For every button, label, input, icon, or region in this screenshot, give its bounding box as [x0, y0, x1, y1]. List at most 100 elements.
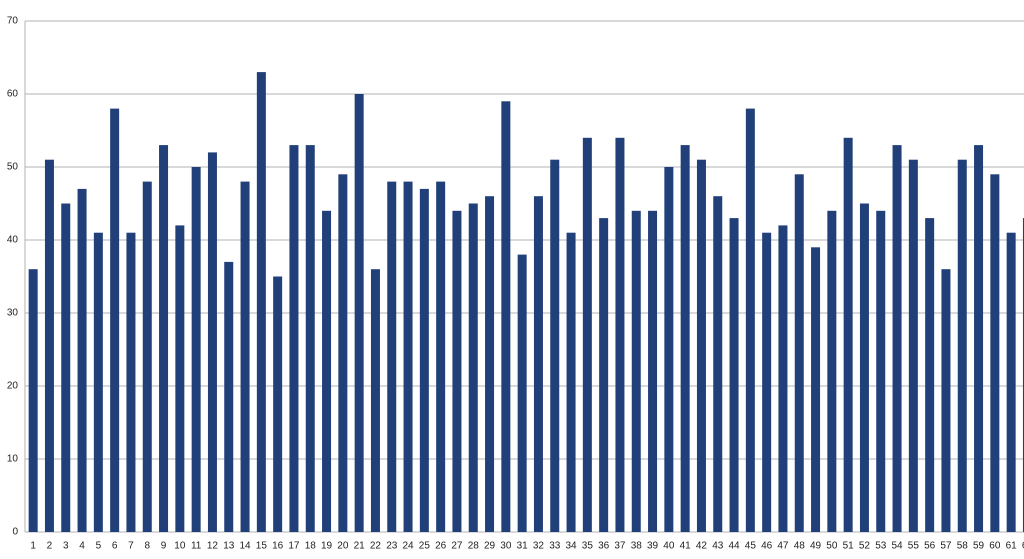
y-tick-label: 0: [12, 527, 18, 538]
bar: [615, 137, 625, 533]
x-tick-label: 61: [1006, 541, 1018, 552]
x-tick-label: 25: [419, 541, 431, 552]
bar: [419, 188, 429, 532]
bar: [582, 137, 592, 533]
bar: [305, 145, 315, 532]
bar: [436, 181, 446, 532]
bar: [28, 269, 38, 532]
bar: [892, 145, 902, 532]
x-tick-label: 57: [940, 541, 952, 552]
bar: [925, 218, 935, 532]
bar: [191, 167, 201, 532]
bar: [941, 269, 951, 532]
bar: [745, 108, 755, 532]
x-tick-label: 23: [386, 541, 398, 552]
bar: [44, 159, 54, 532]
bar: [794, 174, 804, 533]
x-tick-label: 33: [549, 541, 561, 552]
bar: [517, 254, 527, 532]
x-tick-label: 46: [761, 541, 773, 552]
x-tick-label: 22: [370, 541, 382, 552]
bar: [533, 196, 543, 532]
x-tick-label: 32: [533, 541, 545, 552]
bar: [224, 261, 234, 532]
x-tick-label: 35: [582, 541, 594, 552]
x-tick-label: 3: [63, 541, 69, 552]
bar: [354, 94, 364, 532]
x-tick-label: 34: [565, 541, 577, 552]
bar: [648, 210, 658, 533]
bar: [289, 145, 299, 532]
bar: [1006, 232, 1016, 532]
bar: [322, 210, 332, 533]
bar: [77, 188, 87, 532]
bar: [175, 225, 185, 532]
x-tick-label: 11: [191, 541, 202, 552]
y-tick-label: 40: [7, 235, 19, 246]
x-tick-label: 12: [207, 541, 219, 552]
bar: [811, 247, 821, 533]
bar: [990, 174, 1000, 533]
x-tick-label: 29: [484, 541, 496, 552]
x-tick-label: 45: [745, 541, 757, 552]
x-tick-label: 2: [47, 541, 53, 552]
bar: [207, 152, 217, 532]
bar: [859, 203, 869, 532]
bar: [338, 174, 348, 533]
x-tick-label: 59: [973, 541, 985, 552]
x-tick-label: 47: [777, 541, 789, 552]
x-tick-label: 9: [161, 541, 167, 552]
x-tick-label: 26: [435, 541, 447, 552]
x-tick-label: 43: [712, 541, 724, 552]
bar: [93, 232, 103, 532]
bar: [485, 196, 495, 532]
bar: [974, 145, 984, 532]
bar: [387, 181, 397, 532]
y-tick-label: 50: [7, 162, 19, 173]
bar: [159, 145, 169, 532]
bar: [273, 276, 283, 532]
bar: [468, 203, 478, 532]
x-tick-label: 39: [647, 541, 659, 552]
x-tick-label: 31: [517, 541, 529, 552]
bar: [957, 159, 967, 532]
bar: [599, 218, 609, 532]
bar: [664, 167, 674, 532]
bar: [370, 269, 380, 532]
y-tick-label: 70: [7, 16, 19, 27]
bar: [1022, 218, 1024, 532]
x-tick-label: 6: [112, 541, 118, 552]
x-tick-label: 5: [96, 541, 102, 552]
x-tick-label: 53: [875, 541, 887, 552]
y-tick-label: 30: [7, 308, 19, 319]
y-tick-label: 20: [7, 381, 19, 392]
x-tick-label: 55: [908, 541, 920, 552]
x-tick-label: 13: [223, 541, 235, 552]
bar: [631, 210, 641, 533]
x-tick-label: 20: [337, 541, 349, 552]
x-tick-label: 15: [256, 541, 268, 552]
x-tick-label: 50: [826, 541, 838, 552]
bar: [452, 210, 462, 533]
bar: [713, 196, 723, 532]
x-tick-label: 1: [30, 541, 36, 552]
x-tick-label: 48: [794, 541, 806, 552]
y-tick-label: 60: [7, 89, 19, 100]
bar: [843, 137, 853, 533]
x-tick-label: 7: [128, 541, 134, 552]
bar: [566, 232, 576, 532]
x-tick-label: 41: [680, 541, 692, 552]
x-tick-label: 19: [321, 541, 333, 552]
x-tick-label: 27: [451, 541, 463, 552]
bar: [501, 101, 511, 533]
bar: [778, 225, 788, 532]
x-tick-label: 28: [468, 541, 480, 552]
bar: [550, 159, 560, 532]
x-tick-label: 49: [810, 541, 822, 552]
x-tick-label: 44: [728, 541, 740, 552]
x-tick-label: 8: [144, 541, 150, 552]
x-tick-label: 10: [174, 541, 186, 552]
x-tick-label: 21: [354, 541, 366, 552]
bar: [762, 232, 772, 532]
